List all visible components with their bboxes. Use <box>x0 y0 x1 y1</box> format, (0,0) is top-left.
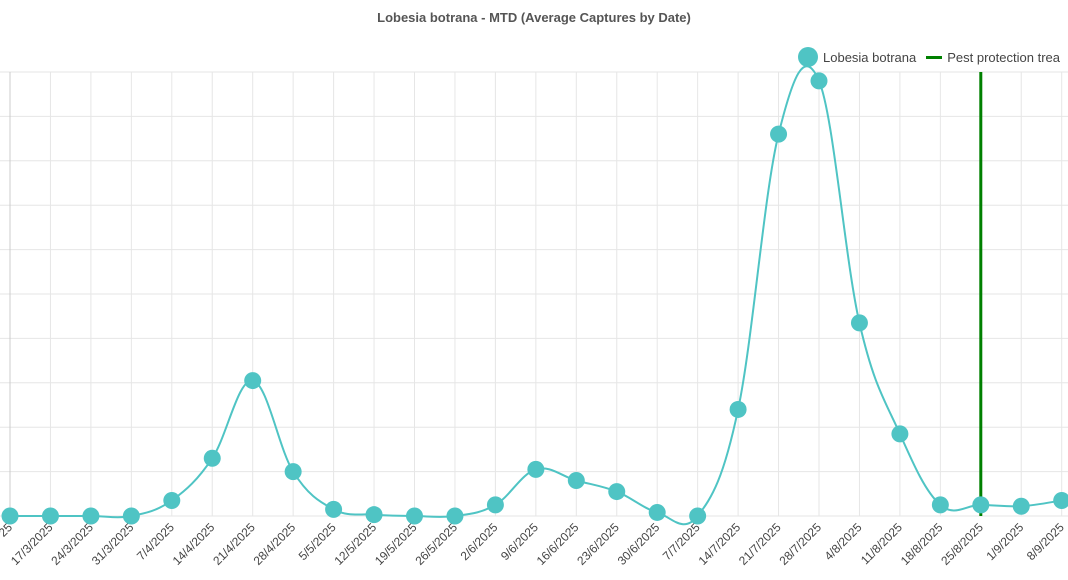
chart-legend: Lobesia botrana Pest protection trea <box>798 46 1068 68</box>
legend-item-pest-protection[interactable]: Pest protection trea <box>926 50 1060 65</box>
data-point <box>1053 491 1068 509</box>
data-point <box>325 500 343 518</box>
data-point <box>122 507 140 525</box>
x-tick-label: 24/3/2025 <box>48 520 96 568</box>
x-tick-label: 1/9/2025 <box>983 520 1026 563</box>
x-tick-label: 25/8/2025 <box>938 520 986 568</box>
x-tick-label: 28/7/2025 <box>776 520 824 568</box>
data-point <box>1 507 19 525</box>
x-tick-label: 19/5/2025 <box>372 520 420 568</box>
data-point <box>486 496 504 514</box>
data-point <box>648 503 666 521</box>
data-point <box>608 483 626 501</box>
chart-title: Lobesia botrana - MTD (Average Captures … <box>377 10 691 25</box>
data-point <box>82 507 100 525</box>
x-tick-label: 21/4/2025 <box>210 520 258 568</box>
data-point <box>244 372 262 390</box>
legend-marker-circle <box>798 47 818 67</box>
x-tick-label: 30/6/2025 <box>615 520 663 568</box>
x-tick-label: 8/9/2025 <box>1024 520 1067 563</box>
data-point <box>770 125 788 143</box>
legend-item-lobesia[interactable]: Lobesia botrana <box>798 47 916 67</box>
x-tick-label: 23/6/2025 <box>574 520 622 568</box>
data-point <box>931 496 949 514</box>
data-point <box>567 471 585 489</box>
data-point <box>406 507 423 525</box>
data-point <box>527 460 545 478</box>
x-tick-label: 28/4/2025 <box>251 520 299 568</box>
x-tick-label: 14/4/2025 <box>170 520 218 568</box>
data-point <box>203 449 221 467</box>
x-tick-label: 21/7/2025 <box>736 520 784 568</box>
x-tick-label: 17/3/2025 <box>8 520 56 568</box>
data-point <box>41 507 59 525</box>
data-point <box>850 314 868 332</box>
data-point <box>891 425 909 443</box>
x-tick-label: 18/8/2025 <box>898 520 946 568</box>
x-tick-label: 16/6/2025 <box>534 520 582 568</box>
legend-label-lobesia: Lobesia botrana <box>823 49 917 65</box>
data-point <box>689 507 707 525</box>
data-point <box>365 506 383 524</box>
x-tick-label: 12/5/2025 <box>332 520 380 568</box>
x-tick-label: 14/7/2025 <box>696 520 744 568</box>
data-point <box>1012 497 1030 515</box>
legend-marker-line <box>926 55 943 59</box>
legend-label-pest-protection: Pest protection trea <box>947 49 1060 65</box>
x-tick-label: 2/6/2025 <box>458 520 501 563</box>
data-point <box>163 491 181 509</box>
x-tick-label: 11/8/2025 <box>858 520 905 567</box>
data-point <box>284 463 302 481</box>
data-point <box>972 496 990 514</box>
x-tick-label: 26/5/2025 <box>412 520 460 568</box>
data-point <box>446 507 464 525</box>
data-point <box>810 72 828 90</box>
x-tick-label: 31/3/2025 <box>89 520 137 568</box>
data-point <box>729 400 747 418</box>
